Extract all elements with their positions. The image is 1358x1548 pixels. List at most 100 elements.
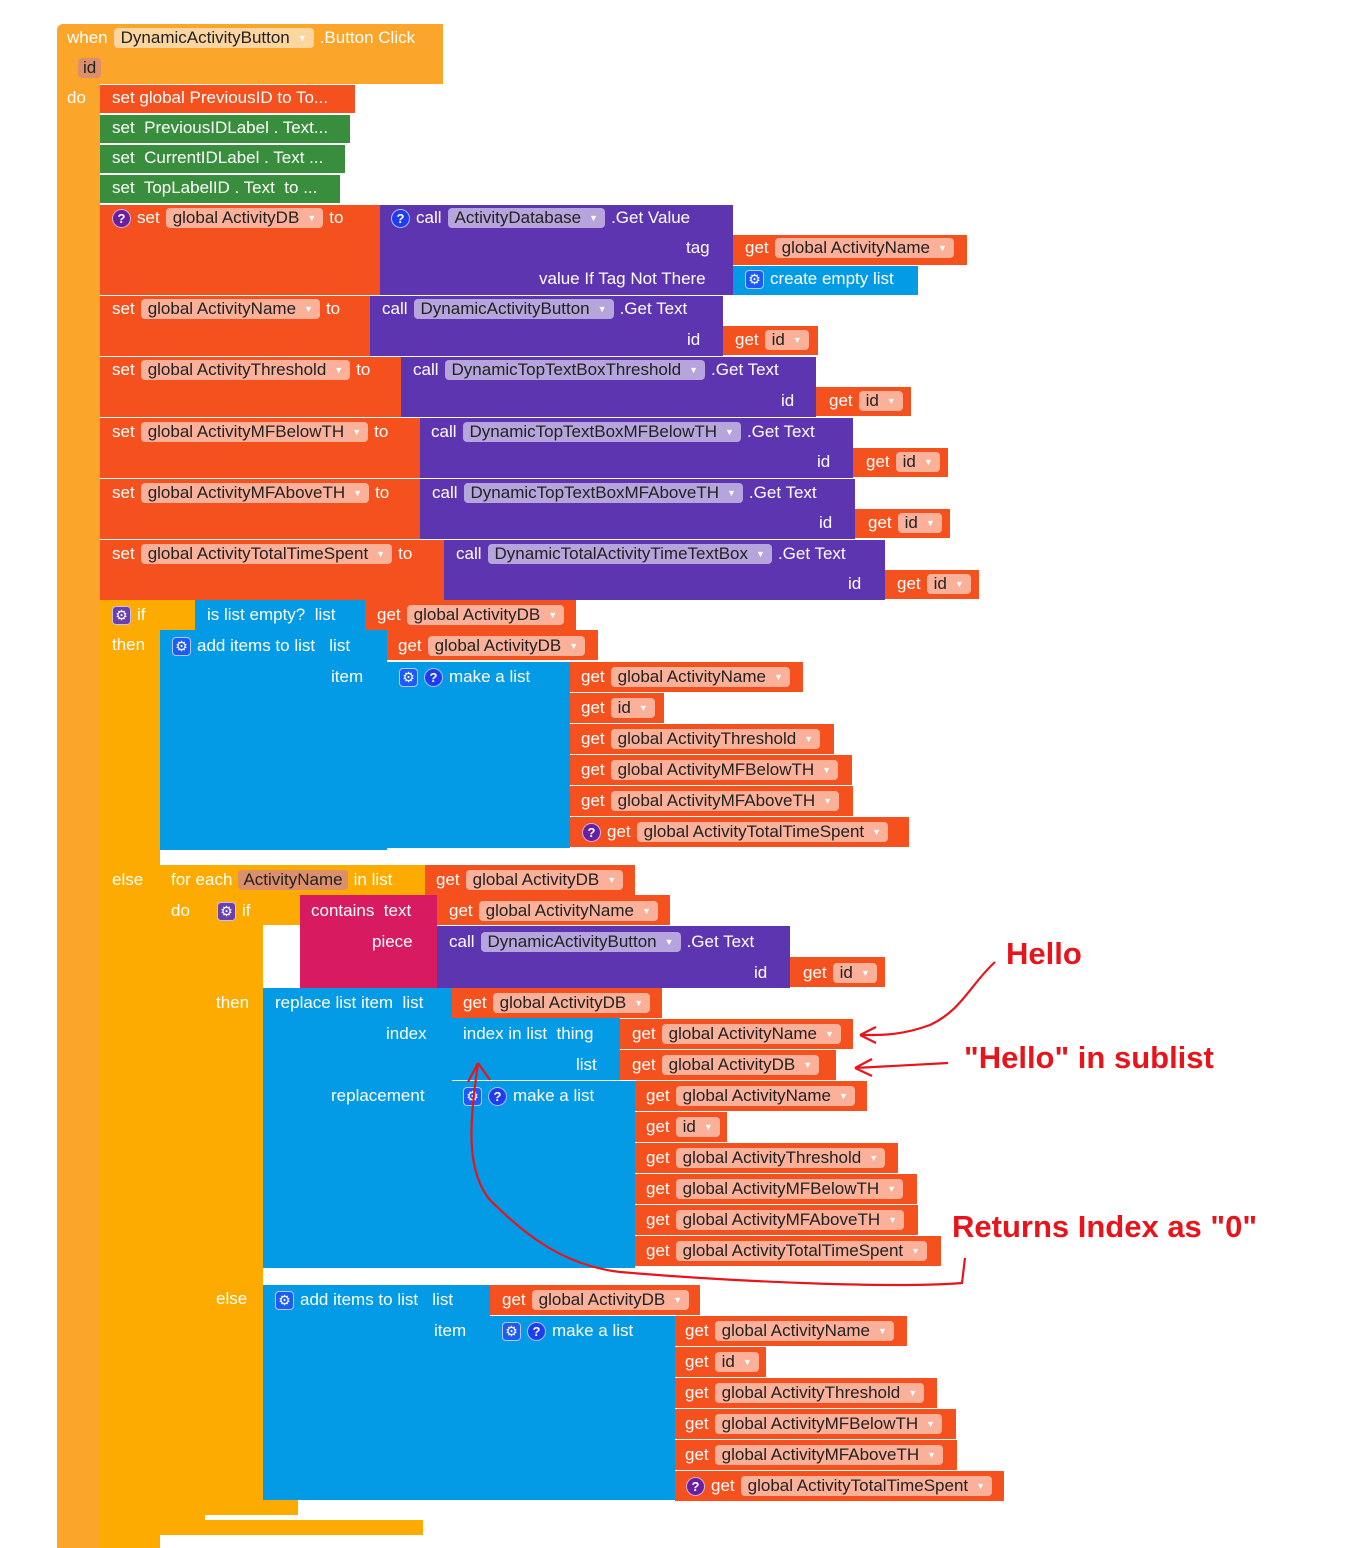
gear-icon[interactable]: ⚙ [275,1290,294,1310]
block-row[interactable]: get id ▼ [829,391,903,411]
dropdown[interactable]: global ActivityName ▼ [675,1086,855,1106]
block-row[interactable]: id [754,963,767,983]
block-row[interactable]: item [434,1321,466,1341]
block-row[interactable]: item [331,667,363,687]
dropdown[interactable]: DynamicTopTextBoxMFAboveTH ▼ [463,483,743,503]
dropdown[interactable]: global ActivityName ▼ [140,299,320,319]
dropdown[interactable]: global ActivityThreshold ▼ [140,360,351,380]
dropdown[interactable]: global ActivityMFBelowTH ▼ [675,1179,904,1199]
dropdown[interactable]: global ActivityTotalTimeSpent ▼ [636,822,889,842]
block-row[interactable]: get global ActivityMFBelowTH ▼ [581,760,839,780]
block-row[interactable]: index [386,1024,427,1044]
block-row[interactable]: id [781,391,794,411]
gear-icon[interactable]: ⚙ [745,269,764,289]
help-icon[interactable]: ? [686,1476,705,1496]
dropdown[interactable]: global ActivityDB ▼ [492,993,651,1013]
block-list[interactable] [160,630,387,850]
block-row[interactable]: get global ActivityThreshold ▼ [685,1383,925,1403]
block-row[interactable]: else [216,1289,247,1309]
dropdown[interactable]: global ActivityDB ▼ [531,1290,690,1310]
dropdown[interactable]: global ActivityMFAboveTH ▼ [714,1445,944,1465]
block-component-setter[interactable] [100,175,340,203]
block-row[interactable]: list [576,1055,597,1075]
dropdown[interactable]: global ActivityTotalTimeSpent ▼ [140,544,393,564]
dropdown[interactable]: id ▼ [895,452,940,472]
gear-icon[interactable]: ⚙ [463,1086,482,1106]
block-row[interactable]: tag [686,238,710,258]
block-list[interactable] [452,1018,620,1080]
block-row[interactable]: contains text [311,901,411,921]
block-row[interactable]: set global ActivityThreshold ▼ to [112,360,370,380]
dropdown[interactable]: id ▼ [675,1117,720,1137]
block-list[interactable] [263,1285,490,1500]
block-component-setter[interactable] [100,115,350,143]
block-row[interactable]: get id ▼ [868,513,942,533]
block-row[interactable]: get global ActivityDB ▼ [436,870,624,890]
block-row[interactable]: call DynamicActivityButton ▼ .Get Text [382,299,687,319]
block-row[interactable]: get id ▼ [685,1352,759,1372]
block-row[interactable]: then [112,635,145,655]
parameter[interactable]: ActivityName [238,870,348,890]
block-row[interactable]: get global ActivityThreshold ▼ [581,729,821,749]
block-row[interactable]: else [112,870,143,890]
dropdown[interactable]: global ActivityMFAboveTH ▼ [675,1210,905,1230]
block-row[interactable]: set CurrentIDLabel . Text ... [112,148,323,168]
block-list[interactable] [452,1081,635,1268]
block-list[interactable] [263,988,452,1268]
block-row[interactable]: get global ActivityMFAboveTH ▼ [646,1210,905,1230]
block-row[interactable]: ? call ActivityDatabase ▼ .Get Value [391,208,690,228]
block-row[interactable]: get global ActivityDB ▼ [502,1290,690,1310]
block-row[interactable]: ? get global ActivityTotalTimeSpent ▼ [686,1476,993,1496]
block-row[interactable]: ⚙ add items to list list [172,636,350,656]
dropdown[interactable]: global ActivityDB ▼ [427,636,586,656]
block-row[interactable]: get global ActivityDB ▼ [632,1055,820,1075]
dropdown[interactable]: global ActivityName ▼ [610,667,790,687]
block-row[interactable]: id [78,58,102,78]
dropdown[interactable]: id ▼ [610,698,655,718]
dropdown[interactable]: id ▼ [832,963,877,983]
block-control[interactable] [160,1520,423,1535]
dropdown[interactable]: id ▼ [714,1352,759,1372]
dropdown[interactable]: DynamicTotalActivityTimeTextBox ▼ [487,544,772,564]
block-row[interactable]: get global ActivityMFAboveTH ▼ [685,1445,944,1465]
dropdown[interactable]: global ActivityName ▼ [774,238,954,258]
block-row[interactable]: get id ▼ [735,330,809,350]
help-icon[interactable]: ? [424,667,443,687]
help-icon[interactable]: ? [391,208,410,228]
block-row[interactable]: set global ActivityName ▼ to [112,299,340,319]
block-event[interactable] [57,84,100,1548]
gear-icon[interactable]: ⚙ [217,901,236,921]
block-list[interactable] [490,1316,675,1500]
dropdown[interactable]: DynamicTopTextBoxThreshold ▼ [444,360,706,380]
dropdown[interactable]: global ActivityThreshold ▼ [714,1383,925,1403]
block-row[interactable]: get global ActivityMFBelowTH ▼ [685,1414,943,1434]
dropdown[interactable]: global ActivityMFAboveTH ▼ [140,483,370,503]
block-row[interactable]: get id ▼ [646,1117,720,1137]
block-row[interactable]: get global ActivityThreshold ▼ [646,1148,886,1168]
block-row[interactable]: value If Tag Not There [539,269,706,289]
dropdown[interactable]: global ActivityMFAboveTH ▼ [610,791,840,811]
gear-icon[interactable]: ⚙ [399,667,418,687]
dropdown[interactable]: global ActivityName ▼ [478,901,658,921]
block-row[interactable]: id [848,574,861,594]
block-row[interactable]: piece [372,932,413,952]
block-row[interactable]: set global ActivityMFAboveTH ▼ to [112,483,389,503]
block-row[interactable]: then [216,993,249,1013]
block-row[interactable]: call DynamicTopTextBoxMFBelowTH ▼ .Get Text [431,422,815,442]
dropdown[interactable]: DynamicActivityButton ▼ [413,299,614,319]
block-row[interactable]: get global ActivityMFBelowTH ▼ [646,1179,904,1199]
block-row[interactable]: ⚙ if [112,605,146,625]
block-row[interactable]: ⚙? make a list [463,1086,594,1106]
dropdown[interactable]: id ▼ [764,330,809,350]
block-row[interactable]: get global ActivityDB ▼ [398,636,586,656]
block-row[interactable]: ⚙? make a list [502,1321,633,1341]
block-row[interactable]: call DynamicActivityButton ▼ .Get Text [449,932,754,952]
block-row[interactable]: ? get global ActivityTotalTimeSpent ▼ [582,822,889,842]
block-row[interactable]: for each ActivityName in list [171,870,392,890]
dropdown[interactable]: global ActivityTotalTimeSpent ▼ [675,1241,928,1261]
dropdown[interactable]: global ActivityName ▼ [714,1321,894,1341]
dropdown[interactable]: global ActivityDB ▼ [165,208,324,228]
block-row[interactable]: id [819,513,832,533]
gear-icon[interactable]: ⚙ [172,636,191,656]
dropdown[interactable]: global ActivityName ▼ [661,1024,841,1044]
